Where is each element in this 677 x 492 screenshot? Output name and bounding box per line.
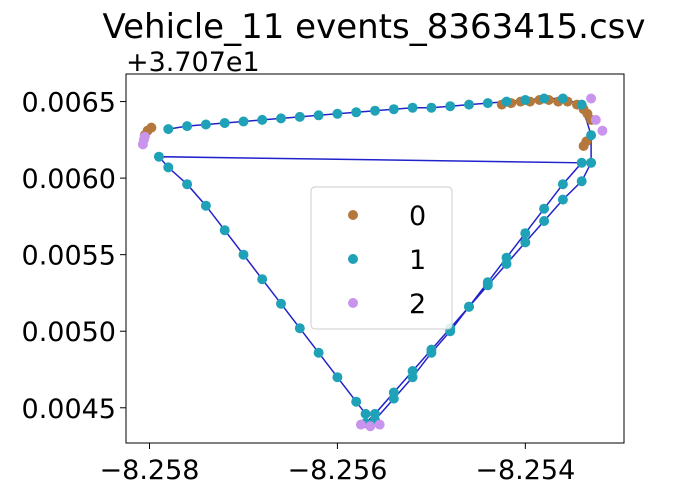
point-series-0-16	[578, 141, 589, 151]
point-series-1-21	[557, 93, 568, 104]
point-series-1-22	[576, 99, 587, 110]
point-series-1-3	[219, 118, 230, 128]
legend-label-0: 0	[409, 201, 426, 232]
legend-marker-0	[348, 210, 358, 220]
point-series-1-12	[388, 104, 399, 115]
point-series-1-55	[238, 249, 249, 260]
point-series-0-2	[146, 122, 157, 133]
point-series-1-20	[539, 93, 550, 104]
point-series-1-16	[464, 99, 474, 110]
y-tick-label-1: 0.0050	[22, 317, 116, 348]
point-series-1-59	[313, 347, 324, 358]
y-tick-label-2: 0.0055	[22, 241, 116, 272]
chart-title: Vehicle_11 events_8363415.csv	[103, 7, 646, 47]
point-series-1-9	[332, 108, 343, 119]
point-series-2-3	[355, 419, 366, 430]
legend-marker-2	[348, 298, 358, 308]
point-series-1-17	[482, 98, 493, 109]
point-series-1-52	[182, 179, 193, 190]
point-series-1-47	[539, 203, 550, 214]
point-series-1-11	[370, 105, 380, 116]
axis-ticks: −8.258 −8.256 −8.254 0.0045 0.0050 0.0055 0.00…	[22, 88, 576, 486]
y-tick-label-0: 0.0045	[22, 394, 116, 425]
point-series-1-50	[153, 151, 164, 162]
legend-label-1: 1	[409, 245, 426, 276]
y-tick-label-4: 0.0065	[22, 88, 116, 119]
y-tick-label-3: 0.0060	[22, 164, 116, 195]
point-series-1-58	[294, 323, 305, 334]
point-series-1-6	[276, 113, 286, 124]
axes-frame	[125, 73, 625, 444]
point-series-1-23	[586, 130, 597, 141]
point-series-1-18	[501, 96, 512, 107]
point-series-1-39	[388, 393, 399, 404]
point-series-2-4	[365, 421, 376, 432]
point-series-2-6	[586, 93, 597, 104]
point-series-2-2	[139, 131, 150, 142]
point-series-1-5	[257, 114, 268, 125]
point-series-1-28	[520, 237, 531, 248]
point-series-1-13	[407, 102, 418, 113]
point-series-1-1	[182, 121, 193, 132]
point-series-1-56	[257, 274, 268, 285]
point-series-1-8	[313, 110, 324, 121]
point-series-1-27	[539, 216, 550, 226]
point-series-1-48	[557, 179, 568, 190]
point-series-1-61	[351, 396, 362, 407]
point-series-1-7	[294, 111, 305, 122]
y-offset-label: +3.707e1	[126, 47, 260, 78]
legend: 0 1 2	[310, 186, 453, 330]
point-series-1-4	[238, 116, 249, 127]
point-series-1-57	[276, 298, 286, 309]
point-series-1-24	[586, 157, 597, 168]
point-series-1-0	[163, 124, 174, 135]
point-series-1-51	[163, 162, 174, 173]
point-series-1-43	[464, 301, 474, 312]
point-series-1-49	[576, 157, 587, 168]
point-series-1-41	[426, 347, 437, 358]
point-series-2-7	[590, 114, 601, 125]
point-series-1-2	[200, 119, 211, 130]
point-series-1-53	[200, 200, 211, 211]
point-series-1-19	[520, 95, 531, 105]
scatter-points	[137, 93, 608, 432]
point-series-1-46	[520, 228, 531, 239]
legend-box	[310, 186, 453, 330]
point-series-1-14	[426, 102, 437, 113]
point-series-1-60	[332, 372, 343, 383]
x-tick-label-2: −8.254	[475, 455, 575, 486]
point-series-1-54	[219, 225, 230, 236]
point-series-1-44	[482, 277, 493, 288]
legend-marker-1	[348, 254, 358, 264]
x-tick-label-1: −8.256	[287, 455, 387, 486]
point-series-1-15	[445, 101, 456, 112]
point-series-1-10	[351, 107, 362, 118]
point-series-1-45	[501, 252, 512, 263]
point-series-1-40	[407, 372, 418, 383]
legend-label-2: 2	[409, 289, 426, 320]
point-series-1-26	[557, 194, 568, 205]
point-series-2-5	[374, 419, 385, 430]
point-series-1-62	[360, 408, 371, 419]
x-tick-label-0: −8.258	[100, 455, 200, 486]
point-series-2-8	[597, 125, 608, 136]
point-series-1-25	[576, 176, 587, 187]
